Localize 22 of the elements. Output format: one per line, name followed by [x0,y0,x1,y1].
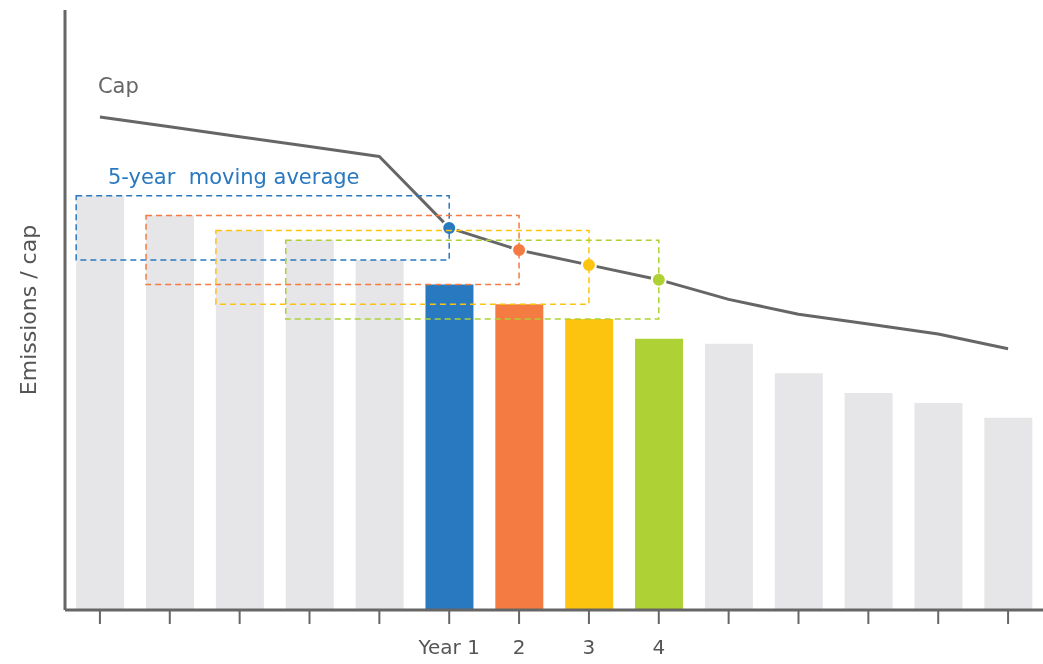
bar [635,338,684,610]
bar [984,417,1033,610]
text: 5-year moving average [107,164,360,189]
bar [76,195,125,610]
bar [495,304,544,610]
bar [355,259,404,610]
y-axis-title: Emissions / cap [15,224,41,396]
x-tick-label: 2 [512,635,526,660]
bar [285,240,334,610]
bar [704,343,753,610]
x-tick-label: Year 1 [417,635,480,660]
bar [565,319,614,610]
point [650,271,667,288]
bar [215,230,264,610]
x-tick-label: 3 [582,635,596,660]
bar [914,402,963,610]
bar [844,393,893,610]
bar [425,284,474,610]
series-label: Cap [97,73,139,98]
bar [146,215,195,610]
x-tick-label: 4 [652,635,666,660]
bar [774,373,823,610]
